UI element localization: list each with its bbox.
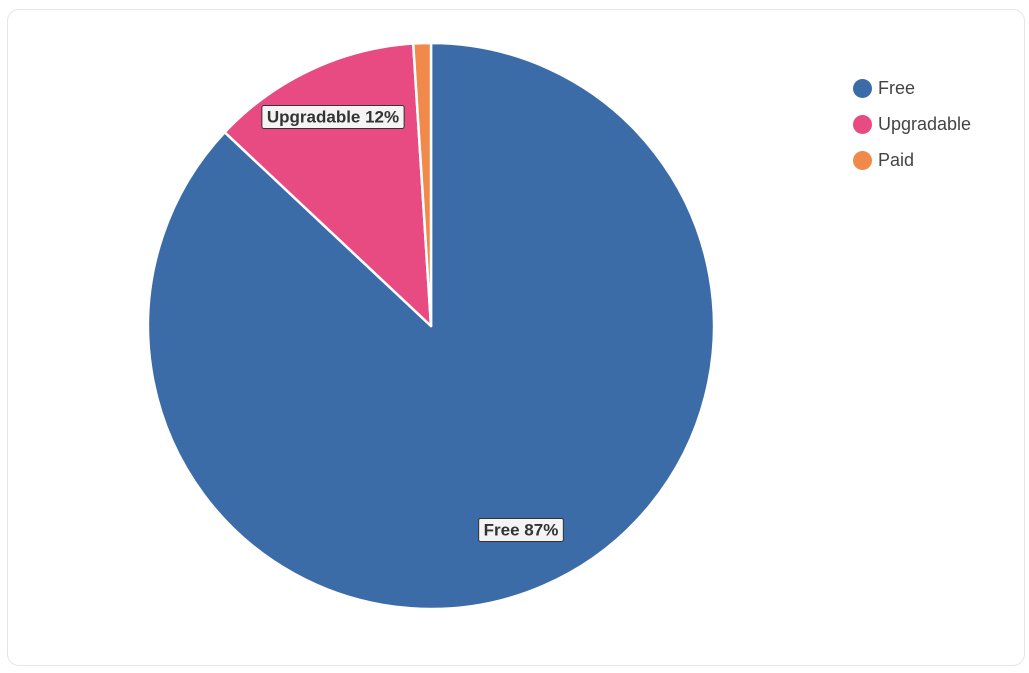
- pie-slice-paid[interactable]: [411, 41, 433, 328]
- legend-swatch-upgradable: [853, 114, 872, 134]
- slice-label-free: Free 87%: [478, 518, 564, 542]
- slice-label-box-free: [478, 518, 564, 542]
- legend-item-free[interactable]: Free: [853, 70, 971, 106]
- legend-swatch-paid: [853, 150, 872, 170]
- legend-label-free: Free: [878, 77, 916, 98]
- slice-label-text-free: Free 87%: [484, 521, 559, 540]
- legend-label-paid: Paid: [878, 149, 915, 170]
- legend-swatch-free: [853, 78, 872, 98]
- legend-label-upgradable: Upgradable: [878, 113, 972, 134]
- slice-label-box-upgradable: [261, 105, 405, 129]
- legend: Free Upgradable Paid: [853, 70, 971, 178]
- slice-label-upgradable: Upgradable 12%: [261, 105, 405, 129]
- legend-item-upgradable[interactable]: Upgradable: [853, 106, 971, 142]
- legend-item-paid[interactable]: Paid: [853, 142, 971, 178]
- slice-label-text-upgradable: Upgradable 12%: [267, 108, 399, 127]
